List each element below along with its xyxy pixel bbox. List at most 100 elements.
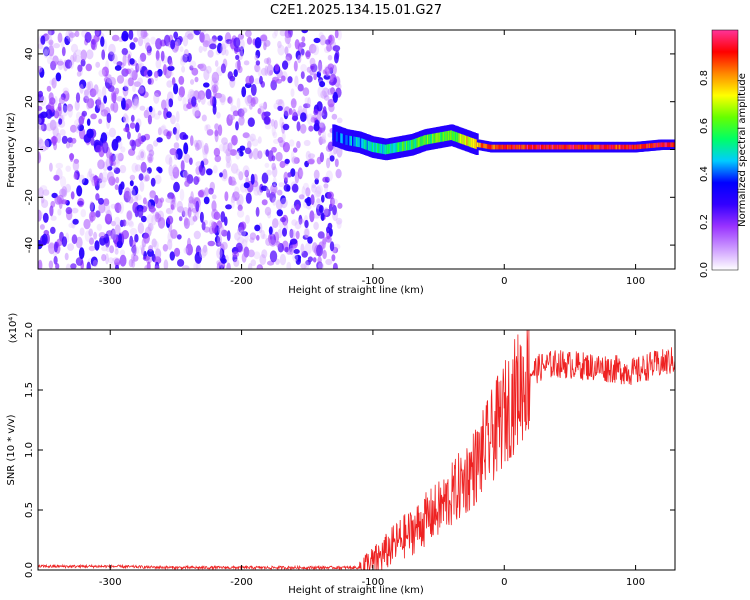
heatmap-noise-cell xyxy=(125,68,132,75)
heatmap-noise-cell xyxy=(147,114,152,125)
heatmap-noise-cell xyxy=(65,263,71,269)
heatmap-noise-cell xyxy=(282,227,287,237)
heatmap-noise-cell xyxy=(148,149,155,157)
heatmap-noise-cell xyxy=(241,86,247,98)
heatmap-noise-cell xyxy=(309,57,316,66)
heatmap-noise-cell xyxy=(212,194,217,200)
heatmap-noise-cell xyxy=(250,97,256,107)
heatmap-noise-cell xyxy=(53,174,60,181)
heatmap-noise-cell xyxy=(57,208,62,216)
heatmap-noise-cell xyxy=(189,90,196,97)
heatmap-noise-cell xyxy=(209,95,214,106)
heatmap-noise-cell xyxy=(273,119,278,130)
heatmap-noise-cell xyxy=(126,131,131,140)
heatmap-noise-cell xyxy=(173,83,179,95)
heatmap-noise-cell xyxy=(110,220,117,227)
heatmap-x-label: Height of straight line (km) xyxy=(288,285,424,296)
heatmap-signal-track xyxy=(332,124,675,161)
heatmap-noise-cell xyxy=(303,103,311,109)
heatmap-noise-cell xyxy=(136,30,144,39)
heatmap-noise-cell xyxy=(177,259,185,267)
heatmap-noise-cell xyxy=(117,140,123,150)
heatmap-noise-cell xyxy=(220,211,226,223)
heatmap-noise-cell xyxy=(86,171,92,181)
heatmap-noise-cell xyxy=(112,101,119,113)
heatmap-noise-cell xyxy=(206,168,213,176)
heatmap-noise-cell xyxy=(80,49,87,61)
heatmap-noise-cell xyxy=(322,249,327,260)
heatmap-noise-cell xyxy=(86,49,94,60)
heatmap-noise-cell xyxy=(299,42,306,48)
heatmap-noise-cell xyxy=(60,105,69,117)
heatmap-noise-cell xyxy=(319,34,327,46)
heatmap-noise-cell xyxy=(170,114,176,125)
heatmap-noise-cell xyxy=(121,30,129,42)
colorbar-tick-label: 0.0 xyxy=(699,262,710,278)
heatmap-noise-cell xyxy=(83,218,91,230)
heatmap-noise-cell xyxy=(323,183,329,189)
heatmap-noise-cell xyxy=(65,165,71,172)
heatmap-noise-cell xyxy=(233,69,238,78)
heatmap-noise-cell xyxy=(285,53,293,61)
heatmap-noise-cell xyxy=(137,222,145,234)
heatmap-noise-cell xyxy=(115,176,120,184)
heatmap-noise-cell xyxy=(268,226,273,235)
heatmap-noise-cell xyxy=(187,207,192,218)
heatmap-noise-cell xyxy=(256,264,263,269)
heatmap-noise-cell xyxy=(83,133,92,143)
heatmap-noise-cell xyxy=(135,194,142,201)
heatmap-noise-cell xyxy=(115,135,122,143)
heatmap-noise-cell xyxy=(146,50,152,56)
heatmap-noise-cell xyxy=(233,46,242,52)
heatmap-noise-cell xyxy=(146,214,154,225)
heatmap-noise-cell xyxy=(38,138,44,150)
heatmap-noise-cell xyxy=(89,201,94,211)
heatmap-noise-cell xyxy=(308,125,314,132)
heatmap-noise-cell xyxy=(90,256,98,267)
heatmap-noise-cell xyxy=(318,121,326,128)
heatmap-noise-cell xyxy=(291,205,296,212)
heatmap-noise-cell xyxy=(74,100,80,111)
heatmap-noise-cell xyxy=(237,204,243,212)
heatmap-noise-cell xyxy=(269,250,278,263)
heatmap-noise-cell xyxy=(149,193,155,200)
heatmap-noise-cell xyxy=(323,207,329,216)
heatmap-noise-cell xyxy=(121,97,126,110)
heatmap-noise-cell xyxy=(237,65,243,74)
heatmap-noise-cell xyxy=(235,242,243,253)
heatmap-noise-cell xyxy=(293,60,298,72)
heatmap-noise-cell xyxy=(101,177,107,183)
heatmap-noise-cell xyxy=(181,210,186,218)
heatmap-noise-cell xyxy=(84,89,89,97)
heatmap-noise-cell xyxy=(221,241,228,250)
heatmap-noise-cell xyxy=(131,70,138,81)
snr-x-axis: -300 -200 -100 0 100 xyxy=(99,330,645,588)
heatmap-noise-cell xyxy=(302,234,309,240)
heatmap-noise-cell xyxy=(114,258,121,267)
heatmap-noise-cell xyxy=(124,187,131,199)
heatmap-noise-cell xyxy=(146,167,152,174)
heatmap-noise-cell xyxy=(131,245,140,256)
heatmap-noise-cell xyxy=(229,96,234,106)
heatmap-noise-cell xyxy=(194,110,201,119)
heatmap-noise-cell xyxy=(292,253,299,262)
heatmap-noise-cell xyxy=(39,185,48,192)
heatmap-noise-cell xyxy=(241,252,247,263)
heatmap-noise-cell xyxy=(173,153,179,161)
heatmap-noise-cell xyxy=(300,112,307,122)
heatmap-noise-cell xyxy=(266,64,274,76)
heatmap-noise-cell xyxy=(168,98,174,108)
heatmap-noise-cell xyxy=(129,122,136,129)
heatmap-noise-cell xyxy=(39,146,47,152)
heatmap-noise-cell xyxy=(247,249,255,258)
heatmap-noise-cell xyxy=(172,164,178,173)
heatmap-noise-cell xyxy=(114,202,122,211)
heatmap-noise-cell xyxy=(336,117,343,124)
heatmap-noise-cell xyxy=(259,34,268,42)
heatmap-noise-cell xyxy=(183,247,189,254)
heatmap-noise-cell xyxy=(122,219,127,227)
heatmap-noise-cell xyxy=(263,101,268,110)
heatmap-noise-cell xyxy=(284,46,289,55)
figure-title: C2E1.2025.134.15.01.G27 xyxy=(270,3,442,18)
heatmap-noise-cell xyxy=(307,236,313,244)
